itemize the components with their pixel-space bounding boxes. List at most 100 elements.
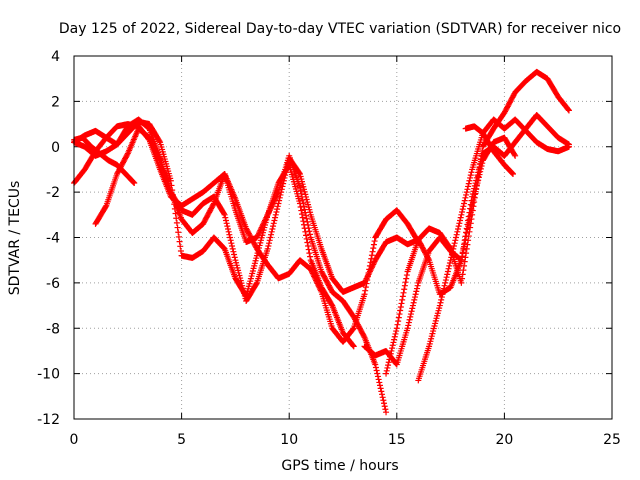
- data-series: [383, 111, 572, 377]
- data-point: [449, 248, 456, 255]
- data-point: [302, 209, 309, 216]
- data-point: [452, 234, 459, 241]
- data-point: [459, 275, 466, 282]
- data-point: [478, 155, 485, 162]
- data-point: [411, 294, 418, 301]
- x-tick-label: 25: [603, 432, 621, 448]
- data-point: [298, 207, 305, 214]
- data-point: [285, 163, 292, 170]
- data-point: [402, 279, 409, 286]
- data-point: [468, 169, 475, 176]
- data-point: [473, 174, 480, 181]
- data-point: [565, 107, 572, 114]
- grid-lines: [74, 56, 612, 419]
- data-point: [223, 220, 230, 227]
- data-point: [461, 197, 468, 204]
- data-point: [272, 211, 279, 218]
- data-point: [307, 231, 314, 238]
- data-point: [405, 319, 412, 326]
- data-point: [408, 308, 415, 315]
- data-point: [464, 221, 471, 228]
- data-point: [390, 339, 397, 346]
- data-point: [296, 184, 303, 191]
- data-series: [462, 123, 517, 177]
- data-point: [175, 229, 182, 236]
- data-point: [391, 333, 398, 340]
- data-point: [383, 367, 390, 374]
- data-point: [470, 188, 477, 195]
- data-point: [467, 201, 474, 208]
- data-point: [465, 183, 472, 190]
- data-point: [275, 200, 282, 207]
- data-point: [362, 284, 369, 291]
- data-point: [253, 281, 260, 288]
- data-point: [406, 316, 413, 323]
- data-point: [472, 180, 479, 187]
- data-point: [172, 210, 179, 217]
- data-point: [304, 218, 311, 225]
- data-point: [266, 240, 273, 247]
- data-point: [168, 182, 175, 189]
- data-point: [271, 217, 278, 224]
- data-point: [445, 265, 452, 272]
- data-point: [266, 237, 273, 244]
- data-point: [510, 170, 517, 177]
- y-tick-label: -10: [37, 367, 60, 383]
- data-point: [305, 243, 312, 250]
- data-point: [477, 161, 484, 168]
- data-point: [398, 300, 405, 307]
- data-point: [448, 254, 455, 261]
- data-point: [300, 203, 307, 210]
- data-point: [409, 305, 416, 312]
- data-point: [387, 350, 394, 357]
- data-point: [131, 180, 138, 187]
- data-point: [269, 225, 276, 232]
- data-point: [396, 311, 403, 318]
- data-point: [171, 205, 178, 212]
- data-point: [565, 106, 572, 113]
- data-point: [305, 246, 312, 253]
- data-point: [511, 151, 518, 158]
- data-point: [412, 291, 419, 298]
- data-point: [471, 182, 478, 189]
- data-point: [156, 138, 163, 145]
- data-point: [303, 215, 310, 222]
- data-point: [458, 257, 465, 264]
- data-point: [167, 177, 174, 184]
- data-point: [306, 250, 313, 257]
- data-point: [227, 234, 234, 241]
- data-point: [403, 275, 410, 282]
- data-point: [479, 153, 486, 160]
- data-point: [399, 293, 406, 300]
- data-point: [364, 277, 371, 284]
- data-point: [300, 218, 307, 225]
- data-point: [381, 400, 388, 407]
- data-point: [473, 177, 480, 184]
- data-point: [227, 237, 234, 244]
- x-axis-label: GPS time / hours: [281, 458, 398, 474]
- data-point: [177, 243, 184, 250]
- data-point: [177, 247, 184, 254]
- data-point: [361, 291, 368, 298]
- data-point: [372, 364, 379, 371]
- data-point: [364, 273, 371, 280]
- data-point: [296, 200, 303, 207]
- data-point: [465, 180, 472, 187]
- data-point: [301, 225, 308, 232]
- data-point: [384, 364, 391, 371]
- data-point: [450, 245, 457, 252]
- data-point: [169, 187, 176, 194]
- data-point: [409, 302, 416, 309]
- data-point: [388, 347, 395, 354]
- x-tick-label: 15: [388, 432, 406, 448]
- data-point: [455, 223, 462, 230]
- data-point: [392, 330, 399, 337]
- data-point: [454, 225, 461, 232]
- data-point: [410, 299, 417, 306]
- data-point: [224, 223, 231, 230]
- data-point: [457, 217, 464, 224]
- data-point: [458, 279, 465, 286]
- data-point: [459, 249, 466, 256]
- data-point: [463, 191, 470, 198]
